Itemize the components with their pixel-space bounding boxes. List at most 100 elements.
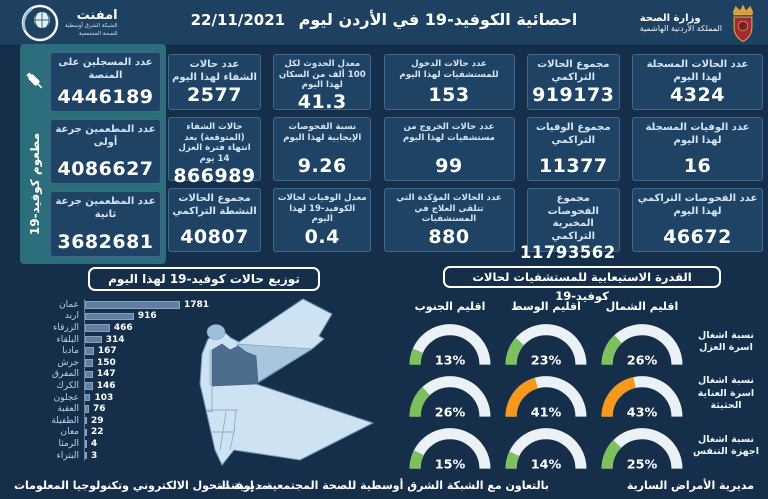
stat-card-label: عدد حالات الشفاء لهذا اليوم — [172, 59, 257, 83]
svg-text:41%: 41% — [531, 406, 562, 420]
bar-row: البتراء 3 — [10, 449, 260, 462]
bar-value-label: 147 — [96, 369, 116, 380]
header-bar: وزارة الصحة المملكة الأردنية الهاشمية اح… — [0, 0, 768, 46]
gauge-arc: 43% — [601, 376, 683, 420]
bar-category-label: الرمثا — [58, 438, 80, 449]
bar-value-label: 167 — [97, 346, 117, 357]
ministry-kingdom: المملكة الأردنية الهاشمية — [639, 24, 722, 33]
report-date: 22/11/2021 — [190, 11, 286, 29]
footer-left: مديرية التحول الالكتروني وتكنولوجيا المع… — [14, 479, 269, 492]
stat-card: نسبة الفحوصات الإيجابية لهذا اليوم 9.26 — [273, 117, 372, 181]
bar-row: الكرك 146 — [10, 380, 260, 392]
stat-card-label: عدد الحالات المسجلة لهذا اليوم — [646, 59, 749, 83]
bar-track — [84, 310, 134, 323]
vaccine-side-strip: مطعوم كوفيد-19 — [20, 44, 50, 264]
stat-card-label: عدد الحالات المؤكدة التي تتلقى العلاج في… — [396, 193, 502, 225]
bar-row: عجلون 103 — [10, 391, 260, 404]
emphnet-sub1: الشبكة الشرق أوسطية — [65, 23, 118, 30]
bar — [85, 370, 93, 379]
bar — [85, 440, 87, 448]
stat-card: مجموع الفحوصات المخبرية التراكمي 11793562 — [520, 188, 620, 262]
gauge: 43% — [594, 368, 690, 420]
stat-card-label: مجموع الفحوصات المخبرية التراكمي — [547, 193, 599, 242]
stat-card-value: 40807 — [180, 226, 249, 248]
stat-card-label: معدل الوفيات لحالات الكوفيد-19 لهذا اليو… — [277, 193, 367, 225]
bar — [85, 347, 94, 355]
bar-category-label: الكرك — [56, 380, 79, 391]
stat-card-value: 0.4 — [304, 226, 340, 248]
bar-value-label: 916 — [137, 311, 157, 322]
bar-value-label: 4 — [91, 438, 98, 449]
stat-card-value: 46672 — [663, 226, 732, 248]
gauge: 15% — [402, 420, 498, 472]
svg-text:13%: 13% — [435, 354, 466, 368]
stat-column: معدل الحدوث لكل 100 ألف من السكان لهذا ا… — [273, 54, 372, 252]
bar — [85, 324, 110, 332]
stat-card-value: 2577 — [187, 84, 242, 106]
gauge: 25% — [594, 420, 690, 472]
stat-card: عدد حالات الدخول للمستشفيات لهذا اليوم 15… — [383, 54, 515, 110]
gauge: 41% — [498, 368, 594, 420]
bar-row: الزرقاء 466 — [10, 322, 260, 334]
stat-card: عدد الفحوصات التراكمي لهذا اليوم 46672 — [632, 188, 763, 252]
vaccine-card-label: عدد المطعمين جرعة ثانية — [55, 196, 156, 220]
stats-columns: عدد الحالات المسجلة لهذا اليوم 4324 عدد ال… — [168, 54, 763, 262]
bar-row: الطفيلة 29 — [10, 414, 260, 427]
stat-card: عدد الحالات المؤكدة التي تتلقى العلاج في… — [383, 188, 515, 252]
stat-card-value: 4324 — [670, 84, 725, 106]
bar-row: جرش 150 — [10, 356, 260, 369]
bar-value-label: 314 — [105, 334, 125, 345]
svg-text:43%: 43% — [627, 406, 658, 420]
vaccine-cards: عدد المسجلين على المنصة 4446189 عدد المطعم… — [50, 52, 161, 257]
stat-card-label: نسبة الفحوصات الإيجابية لهذا اليوم — [283, 122, 362, 143]
gauge-arc: 23% — [505, 324, 587, 368]
gauge-arc: 26% — [601, 324, 683, 368]
emphnet-name: امفنت — [76, 8, 118, 24]
vaccine-card-label: عدد المطعمين جرعة أولى — [55, 124, 156, 148]
bar-value-label: 29 — [91, 415, 104, 426]
vaccine-card: عدد المسجلين على المنصة 4446189 — [50, 52, 161, 112]
bar — [85, 405, 90, 413]
svg-text:25%: 25% — [627, 458, 658, 472]
gauge-arc: 26% — [409, 376, 491, 420]
gauge-arc: 25% — [601, 428, 683, 472]
bar-track — [84, 333, 102, 346]
bar-value-label: 22 — [91, 427, 104, 438]
vaccine-card-value: 4446189 — [57, 86, 154, 108]
bar-track — [84, 299, 180, 311]
bar-track — [84, 368, 93, 381]
gauge-row-label: نسبة اشغال اجهزة التنفس — [692, 433, 760, 457]
bar-row: المفرق 147 — [10, 368, 260, 381]
bar-track — [84, 449, 87, 462]
hospital-capacity-section: القدرة الاستيعابية للمستشفيات لحالات كوف… — [402, 266, 762, 472]
bar-value-label: 76 — [93, 404, 106, 415]
stat-column: عدد حالات الدخول للمستشفيات لهذا اليوم 15… — [383, 54, 515, 252]
gauge: 26% — [594, 316, 690, 368]
gauge-row-label: نسبة اشغال اسرة العناية الحثيثة — [697, 375, 755, 412]
svg-text:15%: 15% — [435, 458, 466, 472]
vaccine-side-label: مطعوم كوفيد-19 — [28, 132, 42, 236]
stat-card-label: مجموع الوفيات التراكمي — [535, 122, 611, 146]
footer-right: مديرية الأمراض السارية — [626, 479, 754, 492]
bar-category-label: عجلون — [53, 392, 79, 403]
bar-track — [84, 345, 94, 357]
bar-row: معان 22 — [10, 426, 260, 439]
gauge-arc: 13% — [409, 324, 491, 368]
stat-card-label: عدد حالات الدخول للمستشفيات لهذا اليوم — [399, 59, 499, 80]
stat-card: حالات الشفاء (المتوقعة) بعد انتهاء فترة … — [168, 117, 261, 187]
bar-value-label: 146 — [96, 380, 116, 391]
gauge-region-header: اقليم الجنوب — [414, 299, 486, 313]
syringe-icon — [26, 72, 43, 89]
map-region-amman — [211, 343, 259, 387]
stat-column: عدد الحالات المسجلة لهذا اليوم 4324 عدد ال… — [632, 54, 763, 252]
ministry-crest-icon — [732, 4, 754, 43]
stat-card-label: معدل الحدوث لكل 100 ألف من السكان لهذا ا… — [278, 59, 366, 91]
stat-card-value: 16 — [683, 155, 712, 177]
stat-card: مجموع الوفيات التراكمي 11377 — [526, 117, 620, 181]
bar-row: العقبة 76 — [10, 403, 260, 415]
stat-card-value: 9.26 — [297, 155, 347, 177]
bar-category-label: اربد — [64, 311, 79, 322]
bar-category-label: جرش — [57, 357, 79, 368]
stat-card: معدل الوفيات لحالات الكوفيد-19 لهذا اليو… — [273, 188, 372, 252]
bar-value-label: 150 — [97, 357, 116, 368]
